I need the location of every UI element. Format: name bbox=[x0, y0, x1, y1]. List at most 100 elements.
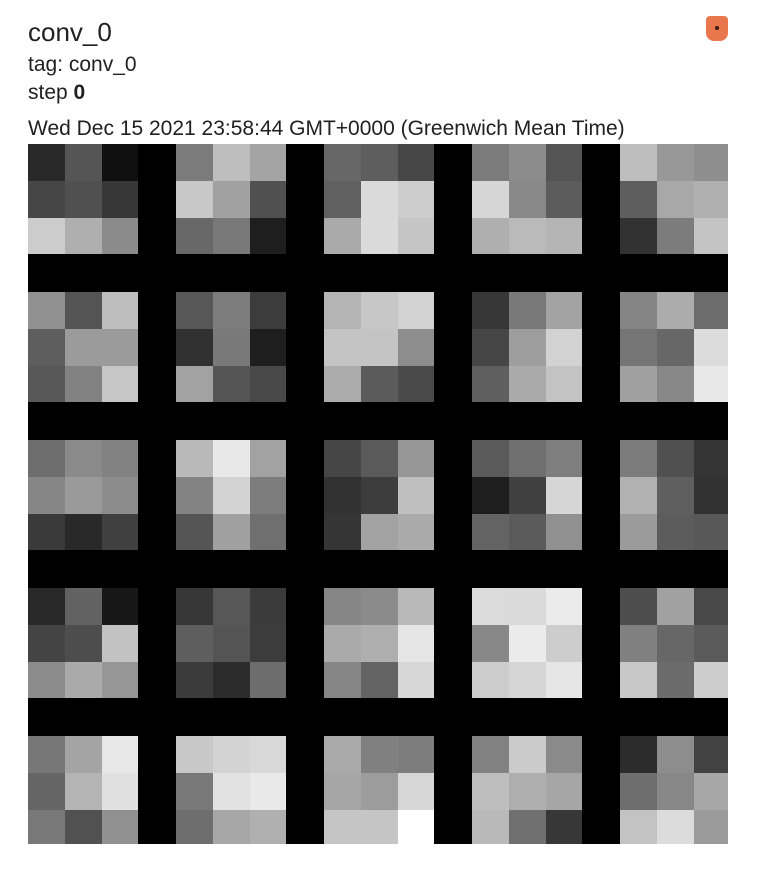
kernel-pixel bbox=[694, 625, 728, 662]
kernel-pixel bbox=[509, 366, 546, 402]
kernel-tile bbox=[472, 144, 582, 254]
kernel-pixel bbox=[620, 329, 657, 366]
kernel-pixel bbox=[176, 366, 213, 402]
kernel-pixel bbox=[546, 736, 582, 773]
kernel-pixel bbox=[65, 218, 102, 254]
kernel-pixel bbox=[250, 292, 286, 329]
kernel-pixel bbox=[694, 662, 728, 698]
tag-label: tag: conv_0 bbox=[28, 53, 137, 76]
kernel-pixel bbox=[213, 477, 250, 514]
step-value: 0 bbox=[73, 81, 86, 104]
kernel-pixel bbox=[213, 514, 250, 550]
kernel-pixel bbox=[65, 625, 102, 662]
kernel-pixel bbox=[324, 292, 361, 329]
kernel-pixel bbox=[509, 477, 546, 514]
kernel-pixel bbox=[361, 625, 398, 662]
kernel-pixel bbox=[398, 736, 434, 773]
kernel-tile bbox=[176, 588, 286, 698]
kernel-pixel bbox=[102, 329, 138, 366]
kernel-pixel bbox=[28, 477, 65, 514]
kernel-pixel bbox=[324, 810, 361, 844]
kernel-pixel bbox=[472, 144, 509, 181]
step-row: step 0 bbox=[28, 80, 85, 106]
kernel-pixel bbox=[694, 144, 728, 181]
kernel-pixel bbox=[620, 514, 657, 550]
kernel-pixel bbox=[361, 662, 398, 698]
kernel-pixel bbox=[472, 292, 509, 329]
kernel-pixel bbox=[102, 181, 138, 218]
kernel-pixel bbox=[694, 736, 728, 773]
kernel-pixel bbox=[361, 773, 398, 810]
kernel-pixel bbox=[65, 588, 102, 625]
kernel-pixel bbox=[657, 218, 694, 254]
kernel-pixel bbox=[250, 810, 286, 844]
kernel-pixel bbox=[250, 477, 286, 514]
kernel-tile bbox=[176, 440, 286, 550]
kernel-pixel bbox=[472, 477, 509, 514]
kernel-pixel bbox=[546, 218, 582, 254]
kernel-pixel bbox=[546, 773, 582, 810]
timestamp: Wed Dec 15 2021 23:58:44 GMT+0000 (Green… bbox=[28, 117, 625, 140]
kernel-pixel bbox=[398, 366, 434, 402]
kernel-pixel bbox=[361, 514, 398, 550]
kernel-pixel bbox=[398, 588, 434, 625]
kernel-pixel bbox=[509, 810, 546, 844]
kernel-pixel bbox=[250, 440, 286, 477]
kernel-pixel bbox=[65, 292, 102, 329]
kernel-pixel bbox=[694, 514, 728, 550]
kernel-pixel bbox=[620, 144, 657, 181]
pin-button[interactable] bbox=[706, 16, 728, 41]
kernel-pixel bbox=[657, 514, 694, 550]
kernel-pixel bbox=[65, 810, 102, 844]
kernel-pixel bbox=[324, 773, 361, 810]
kernel-pixel bbox=[546, 810, 582, 844]
kernel-pixel bbox=[361, 366, 398, 402]
kernel-pixel bbox=[472, 662, 509, 698]
kernel-tile bbox=[324, 588, 434, 698]
kernel-pixel bbox=[620, 181, 657, 218]
kernel-tile bbox=[324, 736, 434, 844]
kernel-pixel bbox=[250, 144, 286, 181]
kernel-pixel bbox=[620, 736, 657, 773]
kernel-pixel bbox=[694, 218, 728, 254]
kernel-tile bbox=[176, 736, 286, 844]
kernel-pixel bbox=[509, 292, 546, 329]
kernel-pixel bbox=[324, 440, 361, 477]
kernel-pixel bbox=[324, 366, 361, 402]
kernel-pixel bbox=[213, 662, 250, 698]
kernel-pixel bbox=[361, 144, 398, 181]
kernel-tile bbox=[28, 736, 138, 844]
kernel-pixel bbox=[65, 440, 102, 477]
kernel-pixel bbox=[694, 773, 728, 810]
kernel-pixel bbox=[28, 662, 65, 698]
kernel-pixel bbox=[213, 773, 250, 810]
kernel-pixel bbox=[509, 773, 546, 810]
kernel-pixel bbox=[213, 736, 250, 773]
kernel-pixel bbox=[176, 514, 213, 550]
kernel-tile bbox=[472, 588, 582, 698]
kernel-pixel bbox=[694, 588, 728, 625]
pin-icon bbox=[715, 26, 719, 30]
card-title: conv_0 bbox=[28, 17, 112, 47]
kernel-tile bbox=[472, 440, 582, 550]
kernel-tile bbox=[176, 144, 286, 254]
kernel-pixel bbox=[102, 144, 138, 181]
kernel-pixel bbox=[324, 736, 361, 773]
kernel-tile bbox=[324, 292, 434, 402]
kernel-pixel bbox=[250, 514, 286, 550]
kernel-pixel bbox=[657, 366, 694, 402]
kernel-pixel bbox=[509, 514, 546, 550]
kernel-pixel bbox=[102, 514, 138, 550]
kernel-pixel bbox=[102, 440, 138, 477]
kernel-pixel bbox=[65, 477, 102, 514]
kernel-pixel bbox=[213, 366, 250, 402]
kernel-tile bbox=[28, 588, 138, 698]
kernel-tile bbox=[324, 440, 434, 550]
kernel-pixel bbox=[509, 662, 546, 698]
kernel-pixel bbox=[694, 810, 728, 844]
kernel-pixel bbox=[361, 477, 398, 514]
kernel-pixel bbox=[472, 366, 509, 402]
kernel-pixel bbox=[472, 440, 509, 477]
kernel-pixel bbox=[102, 218, 138, 254]
kernel-pixel bbox=[102, 736, 138, 773]
